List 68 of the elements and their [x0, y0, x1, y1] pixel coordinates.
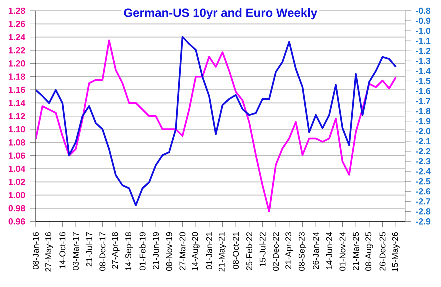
y2-tick-label: -1.0	[416, 28, 431, 34]
y-tick-label: 1.04	[9, 166, 26, 172]
x-tick-label: 08-Sep-23	[298, 232, 307, 271]
y2-tick-label: -2.3	[416, 158, 431, 165]
y2-tick-label: -2.4	[416, 168, 431, 175]
y2-tick-label: -1.2	[416, 48, 431, 54]
x-tick-label: 26-Jan-24	[313, 232, 320, 270]
x-tick-label: 21-Jun-19	[153, 232, 160, 270]
x-tick-label: 08-Jan-16	[33, 232, 39, 270]
y2-tick-label: -0.8	[416, 8, 431, 14]
x-tick-label: 01-Feb-19	[140, 232, 146, 270]
y-tick-label: 1.14	[9, 100, 26, 106]
y-tick-label: 1.24	[9, 34, 26, 40]
x-tick-label: 01-Jan-21	[206, 232, 212, 270]
y2-tick-label: -2.9	[416, 218, 431, 225]
y2-tick-label: -0.9	[416, 18, 431, 24]
y2-tick-label: -1.3	[416, 58, 431, 64]
y-tick-label: 1.20	[9, 60, 26, 67]
x-tick-label: 02-Dec-22	[273, 232, 280, 271]
x-tick-label: 25-Feb-22	[246, 232, 252, 270]
x-tick-label: 14-Jun-24	[326, 232, 332, 270]
y-tick-label: 1.16	[9, 86, 26, 94]
x-tick-label: 26-Dec-25	[380, 232, 386, 271]
x-tick-label: 08-Dec-17	[100, 232, 106, 271]
x-tick-label: 27-Mar-20	[180, 232, 186, 270]
x-tick-label: 21-May-21	[218, 232, 227, 272]
y-tick-label: 0.98	[8, 205, 26, 212]
y2-tick-label: -2.8	[416, 208, 431, 215]
x-tick-label: 08-Nov-19	[166, 232, 172, 271]
x-tick-label: 03-Mar-17	[73, 232, 79, 270]
x-tick-label: 08-Aug-25	[366, 232, 374, 271]
x-tick-label: 08-Oct-21	[233, 232, 240, 270]
y2-tick-label: -2.5	[416, 178, 431, 185]
y2-tick-label: -2.2	[416, 148, 431, 155]
x-tick-label: 14-Sep-18	[126, 232, 134, 271]
y2-tick-label: -2.0	[416, 128, 431, 134]
y2-tick-label: -2.6	[416, 188, 431, 195]
y2-tick-label: -1.4	[416, 68, 431, 74]
y-tick-label: 0.96	[8, 218, 26, 225]
y-tick-label: 1.12	[9, 113, 26, 120]
y-tick-label: 1.18	[9, 74, 26, 80]
y2-tick-label: -1.1	[416, 38, 431, 44]
x-tick-label: 21-Apr-23	[286, 232, 294, 269]
x-tick-label: 21-Mar-25	[353, 232, 360, 270]
y-tick-label: 1.08	[9, 140, 26, 146]
y2-tick-label: -2.7	[416, 198, 431, 205]
y2-tick-label: -1.7	[416, 98, 431, 104]
y-tick-label: 1.02	[9, 179, 26, 186]
y2-tick-label: -1.5	[416, 78, 431, 84]
y-tick-label: 1.22	[9, 47, 26, 54]
y-tick-label: 1.26	[9, 21, 26, 28]
x-tick-label: 21-Jul-17	[86, 232, 92, 267]
y-tick-label: 1.28	[9, 8, 26, 14]
x-tick-label: 27-Apr-18	[112, 232, 120, 269]
y-tick-label: 1.10	[9, 126, 26, 133]
x-tick-label: 14-Oct-16	[60, 232, 66, 269]
y2-tick-label: -1.6	[416, 88, 431, 94]
y-tick-label: 1.00	[9, 192, 26, 198]
x-tick-label: 15-Jul-22	[260, 232, 266, 266]
x-tick-label: 01-Nov-24	[340, 232, 346, 271]
chart-title: German-US 10yr and Euro Weekly	[124, 8, 318, 20]
x-tick-label: 15-May-26	[392, 232, 400, 272]
y-tick-label: 1.06	[9, 152, 26, 159]
y2-tick-label: -2.1	[416, 138, 431, 144]
y2-tick-label: -1.8	[416, 108, 431, 114]
x-tick-label: 14-Aug-20	[192, 232, 200, 271]
y2-tick-label: -1.9	[416, 118, 431, 124]
x-tick-label: 27-May-16	[46, 232, 54, 272]
